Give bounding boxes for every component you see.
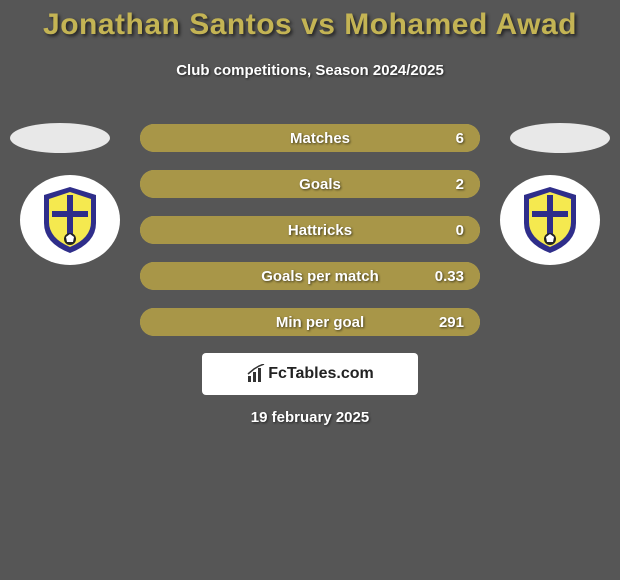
stat-label: Min per goal [156, 314, 424, 331]
stat-value: 6 [424, 130, 464, 147]
stat-label: Goals per match [156, 268, 424, 285]
stat-row: Hattricks 0 [140, 216, 480, 244]
left-oval [10, 123, 110, 153]
stat-label: Matches [156, 130, 424, 147]
stat-value: 291 [424, 314, 464, 331]
stat-label: Goals [156, 176, 424, 193]
player-badge-right [500, 175, 600, 265]
club-crest-icon [40, 185, 100, 255]
stat-value: 0 [424, 222, 464, 239]
player-badge-left [20, 175, 120, 265]
stat-label: Hattricks [156, 222, 424, 239]
stat-row: Matches 6 [140, 124, 480, 152]
stat-value: 2 [424, 176, 464, 193]
club-crest-icon [520, 185, 580, 255]
badge-circle [20, 175, 120, 265]
stat-rows: Matches 6 Goals 2 Hattricks 0 Goals per … [140, 124, 480, 354]
branding-text: FcTables.com [268, 365, 374, 383]
right-oval [510, 123, 610, 153]
stat-row: Goals per match 0.33 [140, 262, 480, 290]
branding-badge: FcTables.com [202, 353, 418, 395]
stat-row: Min per goal 291 [140, 308, 480, 336]
page-title: Jonathan Santos vs Mohamed Awad [0, 8, 620, 42]
badge-circle [500, 175, 600, 265]
chart-icon [246, 364, 266, 384]
subtitle: Club competitions, Season 2024/2025 [0, 62, 620, 79]
comparison-card: Jonathan Santos vs Mohamed Awad Club com… [0, 0, 620, 580]
stat-value: 0.33 [424, 268, 464, 285]
date-label: 19 february 2025 [0, 409, 620, 426]
stat-row: Goals 2 [140, 170, 480, 198]
